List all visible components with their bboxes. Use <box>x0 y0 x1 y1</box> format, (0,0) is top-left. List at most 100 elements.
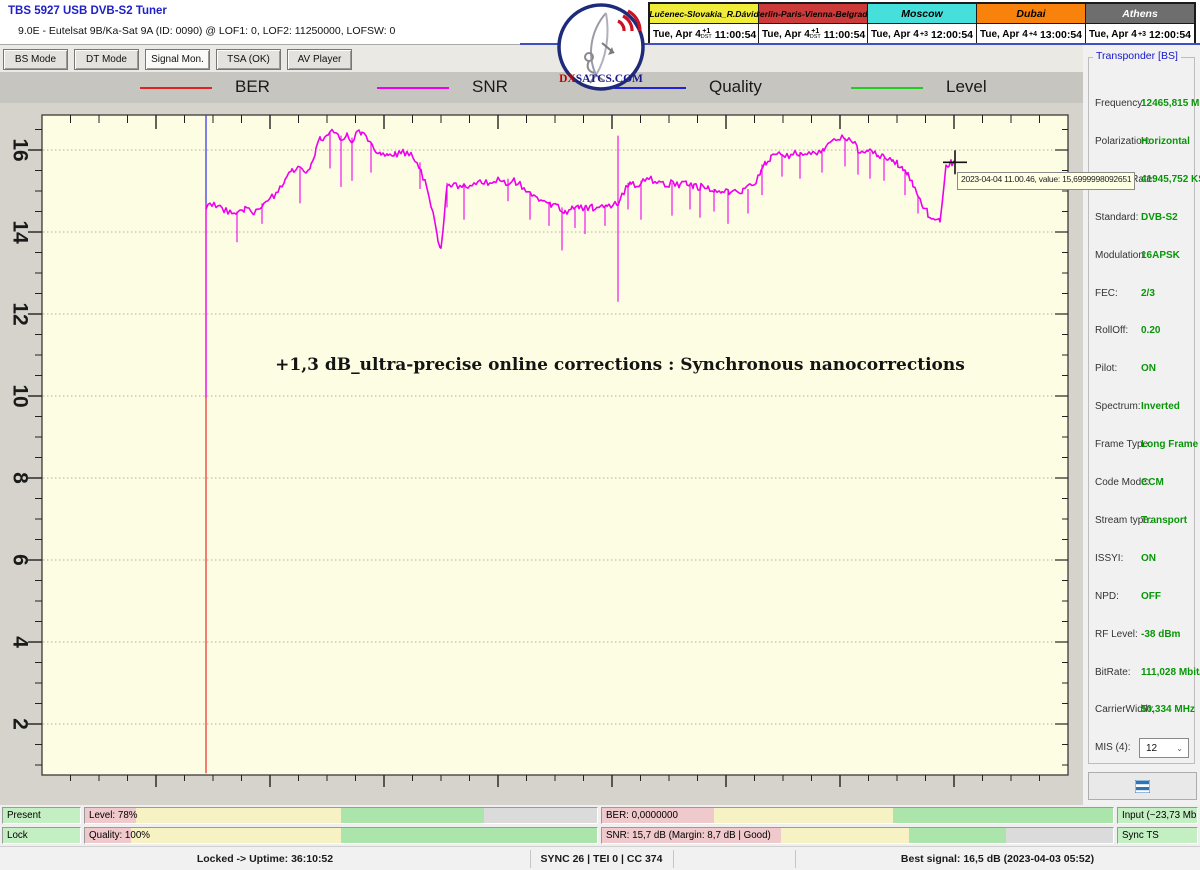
world-clocks: Lučenec-Slovakia_R.Dávid Tue, Apr 4 +1 DST 1… <box>648 2 1196 47</box>
bar-segment <box>136 808 341 823</box>
bar-segment <box>85 828 132 843</box>
sync-ts-indicator: Sync TS <box>1117 827 1198 844</box>
transponder-row: RollOff: 0.20 <box>1089 325 1194 339</box>
clock-utc-offset: +1 DST <box>700 28 712 41</box>
snr-trace <box>205 128 956 249</box>
transponder-value: 12465,815 MHz <box>1141 98 1200 109</box>
clock-time: Tue, Apr 4 +4 13:00:54 <box>977 24 1085 45</box>
clock-utc-offset: +4 <box>1028 31 1037 38</box>
tab-tsa-ok-[interactable]: TSA (OK) <box>216 49 281 70</box>
level-bar-text: Level: 78% <box>89 810 138 821</box>
clock-1: Lučenec-Slovakia_R.Dávid Tue, Apr 4 +1 DST 1… <box>650 4 758 45</box>
bar-segment <box>131 828 341 843</box>
signal-status-bars: Present Level: 78% BER: 0,0000000 Input (~2… <box>0 805 1200 846</box>
transponder-value: 50,334 MHz <box>1141 704 1195 716</box>
level-bar-segments <box>85 808 597 823</box>
mis-label: MIS (4): <box>1095 742 1131 754</box>
ber-bar-text: BER: 0,0000000 <box>606 810 678 821</box>
transponder-value: DVB-S2 <box>1141 211 1178 223</box>
window-title: TBS 5927 USB DVB-S2 Tuner <box>8 5 167 17</box>
status-uptime: Locked -> Uptime: 36:10:52 <box>196 853 334 865</box>
status-divider <box>530 850 531 868</box>
bar-segment <box>908 828 1006 843</box>
transponder-label: Code Mode: <box>1095 477 1150 488</box>
bar-segment <box>340 828 597 843</box>
transponder-label: Polarization: <box>1095 135 1151 147</box>
signal-waves-icon <box>617 9 642 32</box>
clock-city-label: Lučenec-Slovakia_R.Dávid <box>650 4 758 24</box>
transponder-value: ON <box>1141 552 1156 564</box>
clock-utc-offset: +1 DST <box>809 28 821 41</box>
legend-line-ber <box>140 87 212 89</box>
bar-segment <box>893 808 1113 823</box>
clock-date: Tue, Apr 4 <box>1089 29 1137 40</box>
quality-bar: Quality: 100% <box>84 827 598 844</box>
transponder-label: Modulation: <box>1095 249 1147 261</box>
snr-bar-text: SNR: 15,7 dB (Margin: 8,7 dB | Good) <box>606 830 771 841</box>
bar-segment <box>484 808 597 823</box>
bar-segment <box>1005 828 1113 843</box>
transponder-groupbox: Transponder [BS] Frequency:12465,815 MHz… <box>1088 50 1200 764</box>
clock-hms: 11:00:54 <box>714 28 757 41</box>
transponder-label: ISSYI: <box>1095 552 1124 564</box>
lock-indicator-text: Lock <box>7 830 28 841</box>
snr-line-chart[interactable]: 2 4 6 8 10 12 14 16 <box>0 103 1083 805</box>
transponder-label: BitRate: <box>1095 666 1131 678</box>
clock-3: Moscow Tue, Apr 4 +3 12:00:54 <box>867 4 976 45</box>
present-indicator: Present <box>2 807 81 824</box>
status-best-signal: Best signal: 16,5 dB (2023-04-03 05:52) <box>900 853 1095 865</box>
legend-line-level <box>851 87 923 89</box>
ber-bar-segments <box>602 808 1113 823</box>
y-axis-label: 10 <box>8 384 31 407</box>
clock-time: Tue, Apr 4 +1 DST 11:00:54 <box>759 24 867 45</box>
clock-utc-offset: +3 <box>919 31 928 38</box>
clock-hms: 12:00:54 <box>930 28 973 41</box>
clock-city-label: Moscow <box>868 4 976 24</box>
y-axis-label: 12 <box>8 302 31 325</box>
status-sync: SYNC 26 | TEI 0 | CC 374 <box>540 853 663 865</box>
logo-text-rest: SATCS.COM <box>576 73 643 85</box>
legend-line-snr <box>377 87 449 89</box>
legend-label-snr: SNR <box>472 77 508 96</box>
transponder-label: Standard: <box>1095 211 1139 223</box>
transponder-label: RollOff: <box>1095 325 1129 337</box>
transponder-panel: Transponder [BS] Frequency:12465,815 MHz… <box>1083 45 1200 805</box>
transponder-value: 41945,752 KS/s <box>1141 173 1200 185</box>
dxsatcs-logo: DXSATCS.COM <box>556 1 646 93</box>
plot-background <box>42 115 1068 775</box>
transponder-value: Long Frame <box>1141 439 1199 451</box>
tab-dt-mode[interactable]: DT Mode <box>74 49 139 70</box>
chevron-down-icon: ⌄ <box>1176 743 1183 753</box>
chart-tooltip: 2023-04-04 11.00.46, value: 15,699999809… <box>957 172 1136 190</box>
transponder-row: Frequency:12465,815 MHz <box>1089 98 1200 112</box>
y-axis-label: 6 <box>8 554 31 566</box>
present-indicator-text: Present <box>7 810 41 821</box>
window-subtitle: 9.0E - Eutelsat 9B/Ka-Sat 9A (ID: 0090) … <box>18 25 396 37</box>
snr-bar-segments <box>602 828 1113 843</box>
y-axis-label: 2 <box>8 718 31 730</box>
tab-av-player[interactable]: AV Player <box>287 49 352 70</box>
signal-chart-area[interactable]: 2 4 6 8 10 12 14 16 +1,3 dB_ultra-precise onlin… <box>0 103 1083 805</box>
chart-legend: BER SNR Quality Level <box>0 72 1083 103</box>
mis-dropdown[interactable]: 12 ⌄ <box>1139 738 1189 759</box>
log-view-button[interactable] <box>1088 772 1197 800</box>
legend-label-level: Level <box>946 77 987 96</box>
transponder-value: ON <box>1141 363 1156 375</box>
y-axis-label: 16 <box>8 138 31 161</box>
clock-time: Tue, Apr 4 +3 12:00:54 <box>868 24 976 45</box>
transponder-value: CCM <box>1141 477 1164 488</box>
clock-date: Tue, Apr 4 <box>871 29 919 40</box>
tab-bs-mode[interactable]: BS Mode <box>3 49 68 70</box>
satellite-dish-icon <box>589 12 615 84</box>
mode-tabs: BS Mode DT Mode Signal Mon. TSA (OK) AV Play… <box>3 49 352 70</box>
transponder-row: BitRate: 111,028 Mbit/s <box>1089 666 1200 681</box>
transponder-row: Polarization: Horizontal <box>1089 136 1194 150</box>
transponder-value: Transport <box>1141 514 1188 526</box>
transponder-value: -38 dBm <box>1141 628 1181 640</box>
transponder-value: 16APSK <box>1141 249 1180 261</box>
clock-city-label: Athens <box>1086 4 1194 24</box>
tab-signal-mon-[interactable]: Signal Mon. <box>145 49 210 70</box>
bar-segment <box>340 808 485 823</box>
clock-5: Athens Tue, Apr 4 +3 12:00:54 <box>1085 4 1194 45</box>
y-axis-label: 4 <box>8 636 31 648</box>
